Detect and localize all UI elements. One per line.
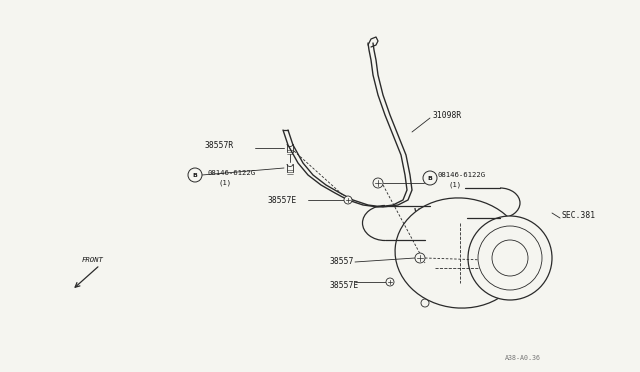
Circle shape [188, 168, 202, 182]
Text: B: B [193, 173, 197, 177]
Text: (1): (1) [218, 180, 231, 186]
Text: 08146-6122G: 08146-6122G [438, 172, 486, 178]
Circle shape [415, 253, 425, 263]
Text: 38557R: 38557R [205, 141, 234, 150]
Circle shape [492, 240, 528, 276]
Text: 31098R: 31098R [433, 110, 462, 119]
Text: SEC.381: SEC.381 [562, 211, 596, 219]
Text: 38557E: 38557E [268, 196, 297, 205]
Circle shape [373, 178, 383, 188]
Circle shape [468, 216, 552, 300]
Text: FRONT: FRONT [82, 257, 104, 263]
Circle shape [423, 171, 437, 185]
Ellipse shape [395, 198, 525, 308]
Circle shape [478, 226, 542, 290]
Text: 38557: 38557 [330, 257, 355, 266]
Text: B: B [428, 176, 433, 180]
Text: 38557E: 38557E [330, 280, 359, 289]
Circle shape [344, 196, 352, 204]
Text: A38-A0.36: A38-A0.36 [505, 355, 541, 361]
Text: (1): (1) [448, 182, 461, 188]
Text: 08146-6122G: 08146-6122G [208, 170, 256, 176]
Circle shape [386, 278, 394, 286]
